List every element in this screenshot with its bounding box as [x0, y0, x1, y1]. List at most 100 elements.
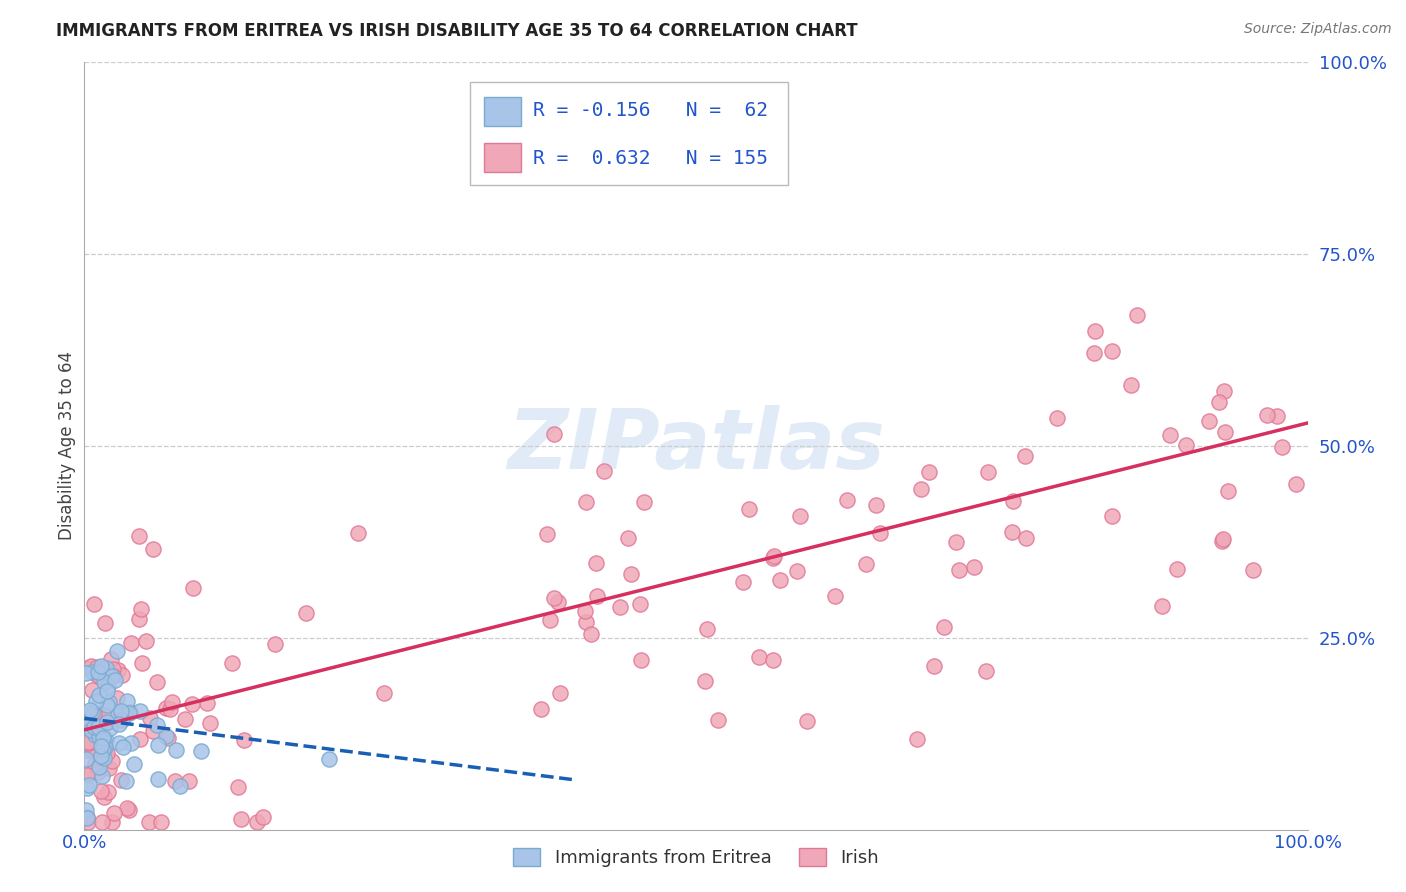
Point [83, 597, 105, 611]
Point [574, 604, 596, 618]
Point [93, 707, 115, 722]
Point [146, 718, 169, 732]
Point [120, 636, 142, 650]
Point [90, 739, 112, 753]
Point [83, 720, 105, 734]
Point [748, 649, 770, 664]
Point [165, 742, 187, 756]
Point [1212, 532, 1234, 546]
Point [1285, 476, 1308, 491]
Point [1159, 428, 1181, 442]
Point [763, 549, 786, 563]
Point [769, 574, 792, 588]
Point [155, 701, 177, 715]
Point [1241, 563, 1264, 577]
Point [609, 599, 631, 614]
Point [80, 723, 103, 738]
FancyBboxPatch shape [484, 143, 522, 172]
Point [865, 498, 887, 512]
Point [100, 652, 122, 666]
Point [630, 653, 652, 667]
Point [574, 615, 596, 629]
Point [90, 659, 112, 673]
Point [76, 720, 98, 734]
Point [529, 702, 551, 716]
Point [1213, 384, 1236, 398]
Point [104, 673, 127, 687]
Text: R = -0.156   N =  62: R = -0.156 N = 62 [533, 102, 768, 120]
Point [94, 740, 117, 755]
Point [142, 541, 165, 556]
Point [229, 812, 252, 826]
Point [1101, 344, 1123, 359]
Text: R =  0.632   N = 155: R = 0.632 N = 155 [533, 149, 768, 168]
Point [77, 736, 100, 750]
Point [707, 714, 730, 728]
Point [1211, 534, 1233, 549]
Point [87, 759, 110, 773]
Point [86, 720, 108, 734]
Point [80, 659, 103, 673]
Point [581, 626, 603, 640]
Point [103, 805, 125, 820]
Point [87, 665, 110, 680]
Point [142, 724, 165, 739]
Point [114, 774, 136, 789]
Point [762, 550, 785, 565]
Point [94, 732, 117, 747]
Point [129, 704, 152, 718]
Point [82, 706, 104, 720]
Point [824, 589, 846, 603]
Point [146, 674, 169, 689]
Point [75, 665, 97, 680]
Point [181, 581, 204, 595]
Point [628, 597, 651, 611]
Point [82, 743, 104, 757]
Point [536, 527, 558, 541]
Point [910, 483, 932, 497]
Point [905, 731, 928, 746]
Point [1101, 508, 1123, 523]
Y-axis label: Disability Age 35 to 64: Disability Age 35 to 64 [58, 351, 76, 541]
Point [786, 564, 808, 578]
Point [90, 748, 112, 763]
Point [122, 756, 145, 771]
Point [94, 616, 117, 631]
Point [918, 465, 941, 479]
Point [738, 501, 761, 516]
Point [295, 606, 318, 620]
Point [118, 803, 141, 817]
Point [1256, 408, 1278, 422]
Point [1174, 437, 1197, 451]
Point [112, 739, 135, 754]
Point [1015, 531, 1038, 545]
FancyBboxPatch shape [484, 97, 522, 126]
Point [80, 665, 103, 679]
Point [96, 714, 118, 729]
Point [963, 560, 986, 574]
Point [115, 801, 138, 815]
Point [107, 690, 129, 705]
Point [91, 768, 114, 782]
Point [128, 612, 150, 626]
Point [538, 613, 561, 627]
Point [1208, 394, 1230, 409]
Point [91, 731, 114, 745]
Point [76, 723, 98, 737]
Point [86, 668, 108, 682]
Point [86, 660, 108, 674]
Point [83, 728, 105, 742]
Point [111, 713, 134, 727]
Point [135, 634, 157, 648]
Point [86, 707, 108, 722]
Text: ZIPatlas: ZIPatlas [508, 406, 884, 486]
Point [87, 688, 110, 702]
Point [731, 574, 754, 589]
Point [1014, 449, 1036, 463]
Point [789, 509, 811, 524]
Point [318, 752, 340, 766]
Point [87, 729, 110, 743]
Point [138, 814, 160, 829]
Point [547, 595, 569, 609]
Point [252, 810, 274, 824]
